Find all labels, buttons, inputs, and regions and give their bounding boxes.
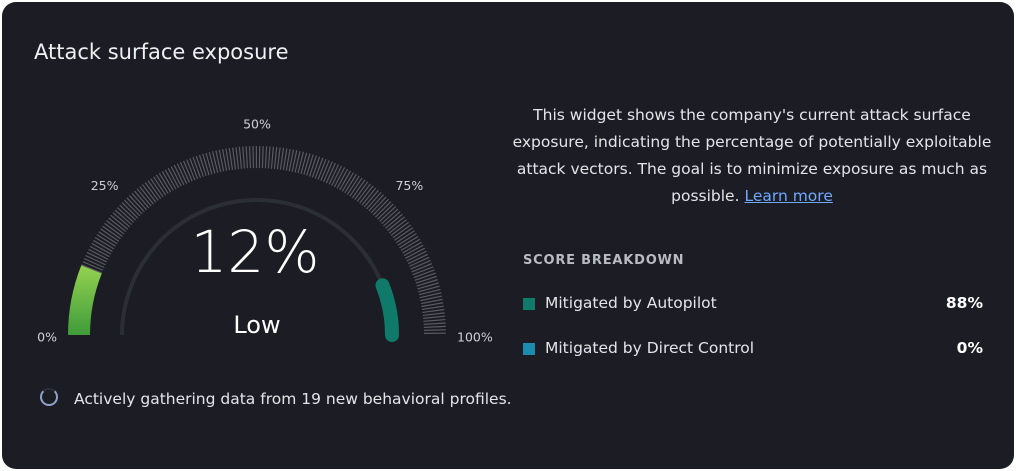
gauge-tick-label: 100% <box>457 330 493 345</box>
learn-more-link[interactable]: Learn more <box>744 187 833 205</box>
gauge-status: Low <box>233 311 280 339</box>
breakdown-title: SCORE BREAKDOWN <box>523 253 685 268</box>
remaining-ring <box>81 146 446 336</box>
gauge-tick-label: 50% <box>243 117 271 132</box>
exposure-arc <box>68 265 102 336</box>
inner-track <box>120 198 385 336</box>
breakdown-row: Mitigated by Autopilot 88% <box>523 294 983 314</box>
row-value: 0% <box>956 339 983 357</box>
legend-swatch <box>523 343 535 355</box>
gauge-tick-label: 25% <box>91 178 119 193</box>
footer-text: Actively gathering data from 19 new beha… <box>74 390 512 408</box>
row-name: Mitigated by Direct Control <box>545 339 755 357</box>
legend-swatch <box>523 298 535 310</box>
gauge-tick-label: 75% <box>395 178 423 193</box>
widget-title: Attack surface exposure <box>34 40 289 64</box>
description-text: This widget shows the company's current … <box>512 106 992 205</box>
gauge-tick-label: 0% <box>37 330 57 345</box>
row-value: 88% <box>945 294 983 312</box>
loading-spinner <box>40 388 58 406</box>
row-name: Mitigated by Autopilot <box>545 294 717 312</box>
breakdown-row: Mitigated by Direct Control 0% <box>523 339 983 359</box>
description: This widget shows the company's current … <box>512 102 992 210</box>
autopilot-arc <box>375 278 399 342</box>
gauge-value: 12% <box>191 218 320 286</box>
